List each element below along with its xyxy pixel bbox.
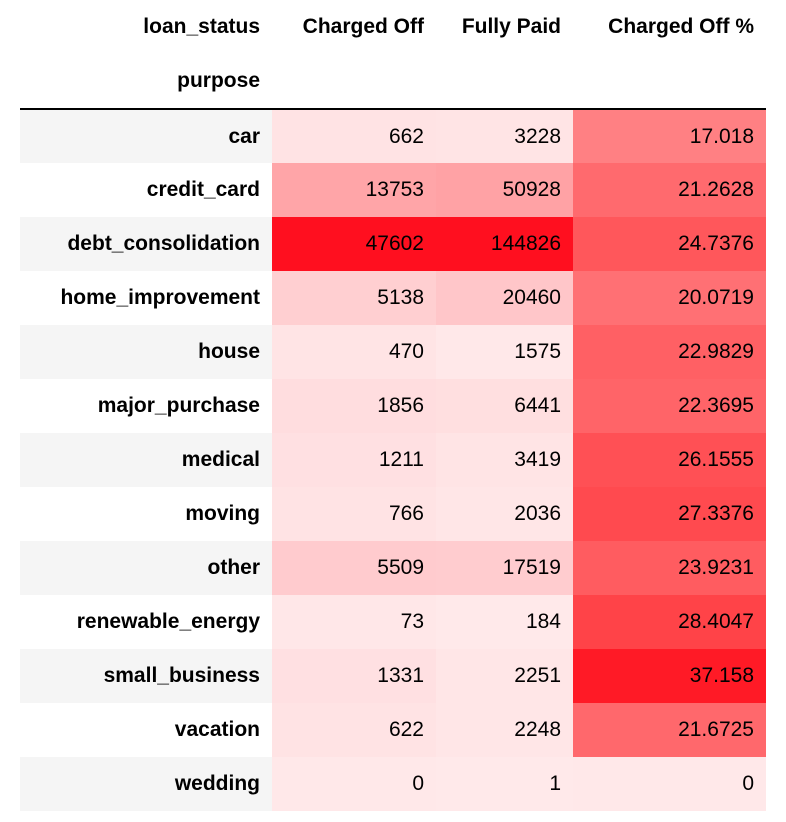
- table-row: small_business 1331 2251 37.158: [20, 649, 766, 703]
- cell-charged-off: 622: [272, 703, 436, 757]
- cell-fully-paid: 17519: [436, 541, 573, 595]
- cell-charged-off: 662: [272, 109, 436, 163]
- row-index-label: small_business: [20, 649, 272, 703]
- index-name-label: purpose: [20, 54, 272, 110]
- column-header-charged-off: Charged Off: [272, 0, 436, 54]
- row-index-label: major_purchase: [20, 379, 272, 433]
- table-row: wedding 0 1 0: [20, 757, 766, 811]
- cell-fully-paid: 6441: [436, 379, 573, 433]
- cell-fully-paid: 20460: [436, 271, 573, 325]
- cell-charged-off-pct: 23.9231: [573, 541, 766, 595]
- cell-fully-paid: 184: [436, 595, 573, 649]
- cell-charged-off: 766: [272, 487, 436, 541]
- cell-charged-off: 5509: [272, 541, 436, 595]
- table-row: renewable_energy 73 184 28.4047: [20, 595, 766, 649]
- table-row: major_purchase 1856 6441 22.3695: [20, 379, 766, 433]
- cell-fully-paid: 144826: [436, 217, 573, 271]
- cell-charged-off-pct: 0: [573, 757, 766, 811]
- column-header-fully-paid: Fully Paid: [436, 0, 573, 54]
- table-row: other 5509 17519 23.9231: [20, 541, 766, 595]
- cell-charged-off-pct: 21.6725: [573, 703, 766, 757]
- cell-fully-paid: 2036: [436, 487, 573, 541]
- table-row: car 662 3228 17.018: [20, 109, 766, 163]
- header-row-index-name: purpose: [20, 54, 766, 110]
- cell-charged-off-pct: 22.3695: [573, 379, 766, 433]
- cell-fully-paid: 2251: [436, 649, 573, 703]
- table-body: car 662 3228 17.018 credit_card 13753 50928 21.…: [20, 109, 766, 811]
- table-row: home_improvement 5138 20460 20.0719: [20, 271, 766, 325]
- index-name-spacer: [436, 54, 573, 110]
- row-index-label: house: [20, 325, 272, 379]
- cell-charged-off: 1211: [272, 433, 436, 487]
- row-index-label: credit_card: [20, 163, 272, 217]
- table-row: credit_card 13753 50928 21.2628: [20, 163, 766, 217]
- cell-fully-paid: 1: [436, 757, 573, 811]
- table-header: loan_status Charged Off Fully Paid Charg…: [20, 0, 766, 110]
- row-index-label: wedding: [20, 757, 272, 811]
- row-index-label: vacation: [20, 703, 272, 757]
- cell-charged-off: 5138: [272, 271, 436, 325]
- cell-fully-paid: 3228: [436, 109, 573, 163]
- row-index-label: other: [20, 541, 272, 595]
- cell-charged-off-pct: 27.3376: [573, 487, 766, 541]
- cell-charged-off-pct: 24.7376: [573, 217, 766, 271]
- row-index-label: renewable_energy: [20, 595, 272, 649]
- styled-dataframe-table: loan_status Charged Off Fully Paid Charg…: [20, 0, 766, 811]
- cell-charged-off-pct: 26.1555: [573, 433, 766, 487]
- cell-charged-off: 47602: [272, 217, 436, 271]
- cell-charged-off-pct: 20.0719: [573, 271, 766, 325]
- table-row: vacation 622 2248 21.6725: [20, 703, 766, 757]
- cell-charged-off: 1856: [272, 379, 436, 433]
- cell-charged-off-pct: 21.2628: [573, 163, 766, 217]
- cell-charged-off-pct: 22.9829: [573, 325, 766, 379]
- cell-charged-off: 73: [272, 595, 436, 649]
- index-name-spacer: [573, 54, 766, 110]
- cell-charged-off: 13753: [272, 163, 436, 217]
- cell-charged-off-pct: 28.4047: [573, 595, 766, 649]
- cell-fully-paid: 3419: [436, 433, 573, 487]
- cell-charged-off-pct: 37.158: [573, 649, 766, 703]
- index-name-spacer: [272, 54, 436, 110]
- table-row: debt_consolidation 47602 144826 24.7376: [20, 217, 766, 271]
- cell-fully-paid: 1575: [436, 325, 573, 379]
- cell-fully-paid: 50928: [436, 163, 573, 217]
- cell-charged-off: 470: [272, 325, 436, 379]
- row-index-label: medical: [20, 433, 272, 487]
- cell-charged-off: 1331: [272, 649, 436, 703]
- cell-fully-paid: 2248: [436, 703, 573, 757]
- table-row: house 470 1575 22.9829: [20, 325, 766, 379]
- cell-charged-off: 0: [272, 757, 436, 811]
- table-row: medical 1211 3419 26.1555: [20, 433, 766, 487]
- row-index-label: home_improvement: [20, 271, 272, 325]
- row-index-label: moving: [20, 487, 272, 541]
- row-index-label: debt_consolidation: [20, 217, 272, 271]
- cell-charged-off-pct: 17.018: [573, 109, 766, 163]
- table-row: moving 766 2036 27.3376: [20, 487, 766, 541]
- columns-name-label: loan_status: [20, 0, 272, 54]
- row-index-label: car: [20, 109, 272, 163]
- column-header-charged-off-pct: Charged Off %: [573, 0, 766, 54]
- header-row-columns-name: loan_status Charged Off Fully Paid Charg…: [20, 0, 766, 54]
